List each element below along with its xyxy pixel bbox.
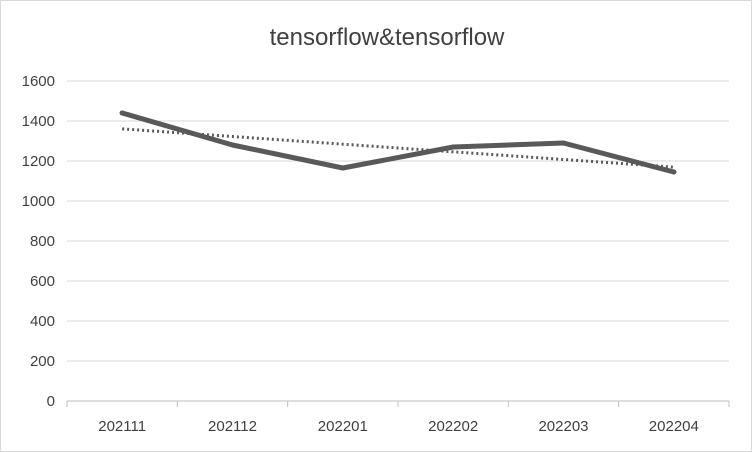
x-tick-label: 202203 [538, 418, 588, 435]
y-tick-label: 800 [30, 233, 55, 250]
series-line [119, 110, 677, 175]
x-tick-label: 202202 [428, 418, 478, 435]
y-tick-label: 600 [30, 273, 55, 290]
gridlines [67, 80, 729, 362]
y-axis-ticks: 0 200 400 600 800 1000 1200 1400 1600 [22, 73, 55, 410]
y-tick-label: 400 [30, 313, 55, 330]
x-tick-label: 202204 [649, 418, 699, 435]
y-tick-label: 1600 [22, 73, 55, 90]
series-lines [119, 110, 677, 175]
data-point [450, 144, 456, 150]
trendline-path [122, 127, 674, 169]
data-point [119, 110, 125, 116]
data-point [671, 169, 677, 175]
y-tick-label: 1200 [22, 153, 55, 170]
x-tick-label: 202112 [208, 418, 257, 435]
y-tick-label: 1000 [22, 193, 55, 210]
y-tick-label: 200 [30, 353, 55, 370]
data-point [230, 142, 235, 148]
data-point [561, 140, 566, 146]
y-tick-label: 1400 [22, 113, 55, 130]
x-tick-label: 202111 [98, 418, 146, 435]
y-tick-label: 0 [47, 393, 55, 410]
data-point [340, 165, 346, 171]
trendline [122, 127, 674, 169]
x-axis: 202111 202112 202201 202202 202203 202204 [66, 400, 730, 435]
chart-title: tensorflow&tensorflow [270, 24, 505, 51]
x-tick-label: 202201 [318, 418, 368, 435]
